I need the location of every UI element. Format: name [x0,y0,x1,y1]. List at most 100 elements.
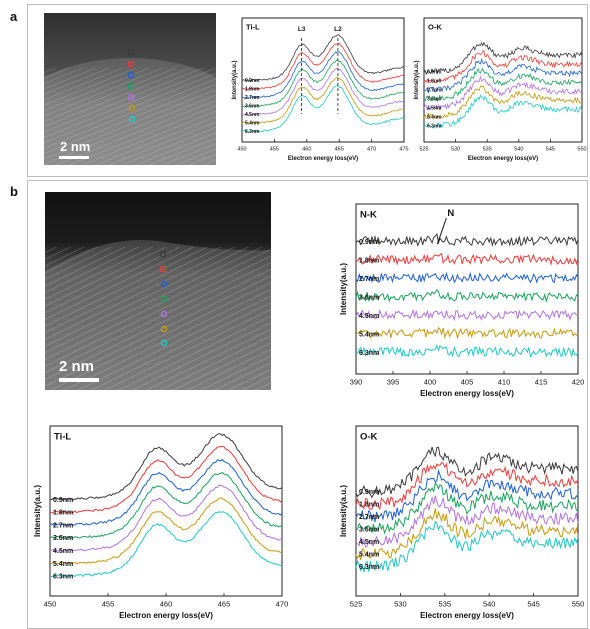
x-tick-label: 530 [451,147,460,153]
series-line [423,94,583,129]
probe-position-marker [160,280,168,288]
series-label: 0.9nm [245,78,260,84]
series-label: 1.8nm [359,258,379,265]
series-line [355,495,579,548]
x-tick-label: 455 [102,600,115,609]
series-label: 3.6nm [245,104,260,110]
series-line [355,271,579,284]
series-line [355,481,579,535]
series-label: 6.3nm [53,574,73,581]
series-label: 3.6nm [427,96,442,102]
series-label: 2.7nm [245,95,260,101]
series-line [423,75,583,112]
scale-bar-label: 2 nm [60,139,91,154]
series-line [355,326,579,340]
x-tick-label: 450 [237,147,246,153]
chart-title: O-K [360,432,378,443]
series-label: 3.6nm [359,295,379,302]
panel-a-label: a [10,9,18,24]
series-label: 4.5nm [245,112,260,118]
chart-title: Ti-L [54,432,71,443]
x-tick-label: 460 [302,147,311,153]
series-line [241,85,405,133]
y-axis-label: Intensity(a.u.) [33,485,42,537]
probe-position-marker [160,310,168,318]
series-line [355,344,579,358]
series-label: 0.9nm [427,69,442,75]
x-tick-label: 390 [350,378,363,387]
x-tick-label: 545 [546,147,555,153]
chart-title: O-K [428,23,442,32]
series-label: 6.3nm [359,564,379,571]
series-line [355,308,578,322]
y-axis-label: Intensity(a.u.) [339,263,348,315]
probe-position-marker [128,104,136,112]
x-tick-label: 535 [483,147,492,153]
series-line [423,67,583,102]
series-label: 1.8nm [53,510,73,517]
series-line [49,484,282,552]
series-line [423,57,583,94]
series-line [423,49,583,84]
x-axis-label: Electron energy loss(eV) [420,389,514,398]
x-tick-label: 420 [572,378,585,387]
series-label: 1.8nm [427,78,442,84]
scale-bar [59,378,99,382]
series-label: 2.7nm [427,87,442,93]
chart-a-ti: 450 455 460 465 470 475 Electron energy loss(e… [228,16,409,176]
series-line [355,446,579,499]
x-axis-label: Electron energy loss(eV) [420,611,514,620]
x-tick-label: 525 [350,600,363,609]
series-label: 4.5nm [359,539,379,546]
series-line [355,232,579,248]
series-label: 5.4nm [359,332,379,339]
probe-position-marker [127,93,135,101]
x-axis-label: Electron energy loss(eV) [468,156,538,162]
series-label: 2.7nm [359,514,379,521]
annotation-label: N [447,208,454,219]
series-line [355,520,579,573]
series-line [423,85,583,120]
scale-bar [59,156,89,159]
series-label: 0.9nm [53,497,73,504]
series-line [49,497,283,565]
probe-position-marker [160,295,168,303]
x-tick-label: 465 [218,600,231,609]
peak-label: L3 [298,26,306,33]
series-line [241,59,405,108]
series-label: 1.8nm [359,501,379,508]
peak-label: L2 [334,26,342,33]
chart-b-ti: 450 455 460 465 470 Electron energy loss(eV) I… [24,422,288,629]
chart-a-o: 525 530 535 540 545 550 Electron energy loss(e… [410,16,587,176]
series-line [355,288,579,303]
y-axis-label: Intensity(a.u.) [232,60,238,99]
probe-position-marker [160,325,168,333]
series-label: 5.4nm [359,551,379,558]
series-label: 0.9nm [359,239,379,246]
annotation-arrow [436,217,447,245]
probe-position-marker [127,82,135,90]
series-label: 5.4nm [53,561,73,568]
x-tick-label: 460 [160,600,173,609]
probe-position-marker [159,265,167,273]
x-tick-label: 450 [44,600,57,609]
panel-a-frame [27,4,588,177]
series-label: 5.4nm [245,121,260,127]
series-line [49,445,283,514]
series-label: 3.6nm [53,535,73,542]
x-tick-label: 405 [461,378,474,387]
series-line [49,471,283,539]
chart-title: N-K [360,210,377,221]
x-tick-label: 455 [270,147,279,153]
chart-b-n: 390 395 400 405 410 415 420 Electron energy los… [322,198,584,416]
series-label: 2.7nm [53,522,73,529]
x-tick-label: 525 [419,147,428,153]
x-tick-label: 475 [399,147,408,153]
x-tick-label: 415 [535,378,548,387]
stem-image-b: 2 nm [45,192,271,390]
scale-bar-label: 2 nm [59,358,95,375]
series-label: 4.5nm [427,105,442,111]
chart-b-o: 525 530 535 540 545 550 Electron energy loss(e… [322,422,584,629]
x-tick-label: 410 [498,378,511,387]
series-line [241,76,405,124]
